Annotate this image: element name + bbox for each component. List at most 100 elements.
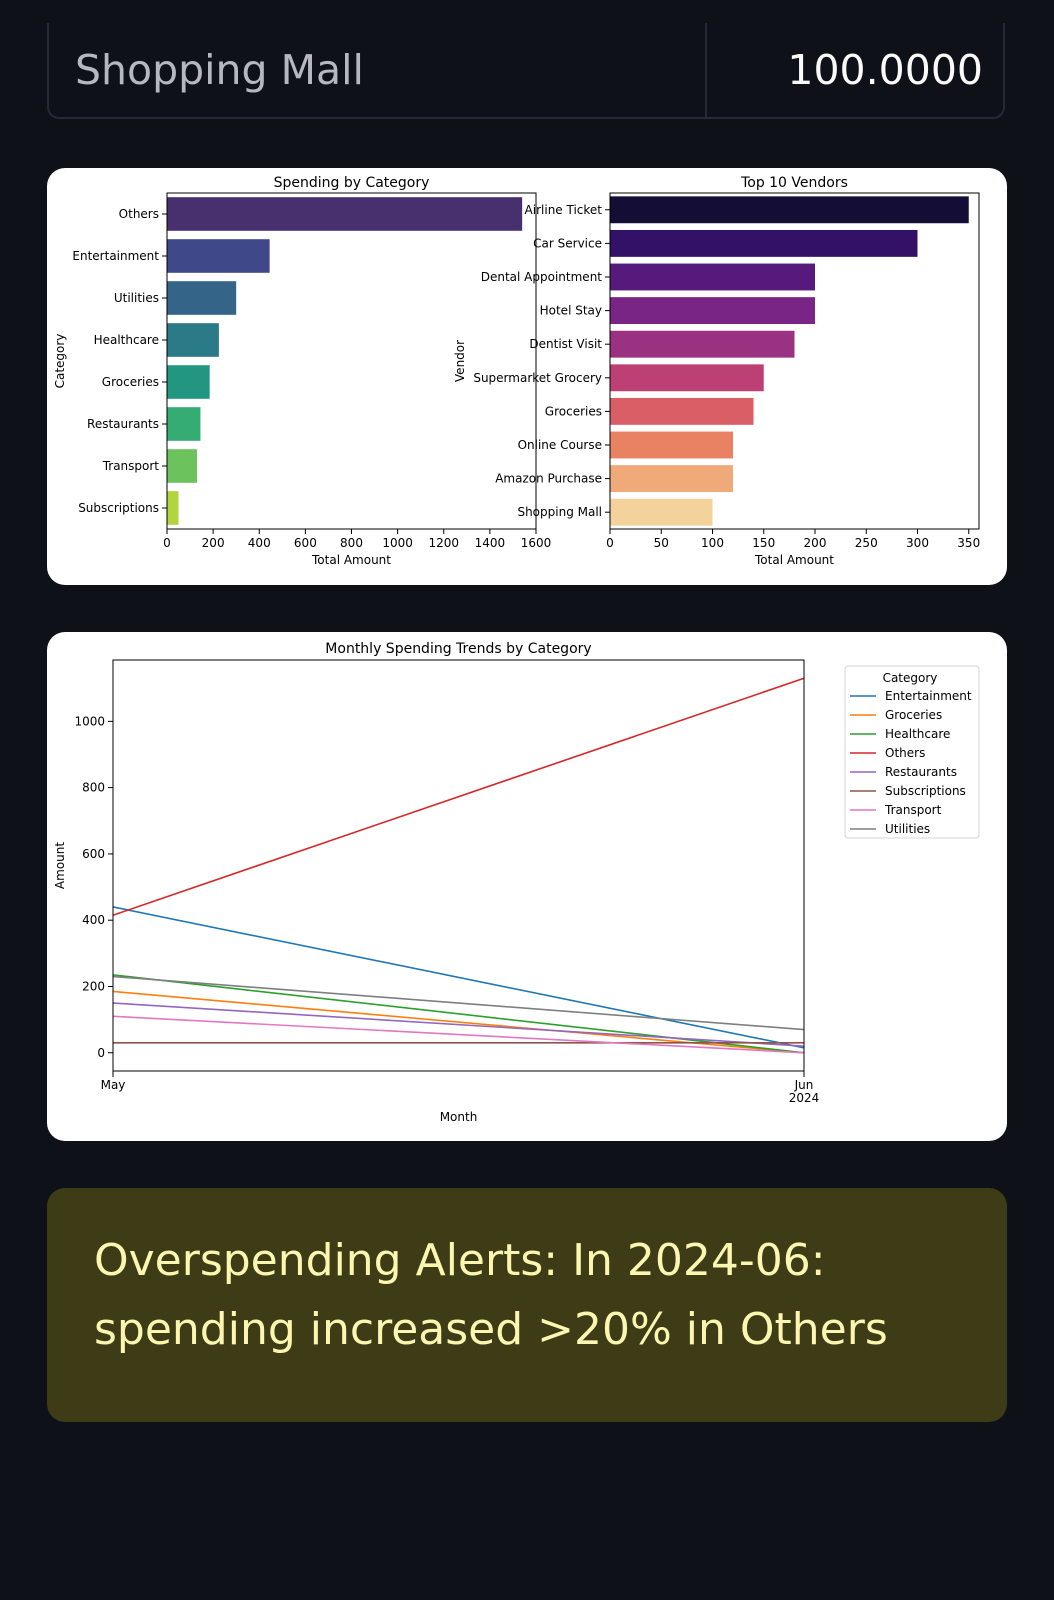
alert-text: Overspending Alerts: In 2024-06: spendin…	[94, 1235, 888, 1355]
vendor-cell: Shopping Mall	[49, 23, 707, 117]
trend-chart-card: 0 200 400 600 800 1000 May Jun 2024 Monthly Spend…	[47, 632, 1007, 1141]
legend-frame	[844, 665, 980, 839]
overspending-alert: Overspending Alerts: In 2024-06: spendin…	[47, 1188, 1007, 1422]
vendor-bar	[610, 465, 733, 493]
trend-legend: Category Entertainment Groceries Healthcare…	[844, 665, 980, 839]
category-bar	[167, 449, 197, 483]
category-ylabel: Category	[53, 334, 67, 389]
category-xtick-label: 1000	[382, 536, 413, 550]
vendor-title: Top 10 Vendors	[740, 175, 848, 191]
trend-title: Monthly Spending Trends by Category	[325, 641, 591, 657]
vendor-category-label: Car Service	[533, 236, 602, 250]
vendor-xtick-label: 0	[606, 536, 614, 550]
category-xtick-label: 600	[294, 536, 317, 550]
vendor-bar	[610, 431, 733, 459]
legend-entry: Restaurants	[885, 765, 957, 779]
category-xtick-label: 400	[248, 536, 271, 550]
legend-entry: Healthcare	[885, 727, 950, 741]
legend-entry: Utilities	[885, 822, 930, 836]
category-vendor-charts: Others Entertainment Utilities Healthcare Gr…	[53, 175, 980, 567]
category-bar	[167, 239, 270, 273]
vendor-category-label: Supermarket Grocery	[473, 371, 602, 385]
vendor-bar	[610, 397, 754, 425]
vendor-axes-frame	[609, 192, 980, 530]
vendor-bar	[610, 196, 969, 224]
legend-entry: Others	[885, 746, 925, 760]
vendor-bar	[610, 364, 764, 392]
category-category-label: Healthcare	[94, 333, 159, 347]
legend-entry: Transport	[884, 803, 942, 817]
trend-series-line	[112, 975, 805, 1031]
category-category-label: Utilities	[114, 291, 159, 305]
legend-title: Category	[883, 671, 938, 685]
vendor-xlabel: Total Amount	[754, 553, 834, 567]
vendor-table-row: Shopping Mall 100.0000	[47, 23, 1005, 119]
vendor-ylabel: Vendor	[453, 340, 467, 382]
amount-cell: 100.0000	[787, 46, 983, 94]
category-xtick-label: 200	[202, 536, 225, 550]
trend-axes-frame	[112, 659, 805, 1072]
legend-entry: Entertainment	[885, 689, 972, 703]
trend-ytick-label: 200	[82, 979, 105, 993]
vendor-xtick-label: 150	[752, 536, 775, 550]
vendor-category-label: Shopping Mall	[517, 505, 602, 519]
trend-xtick-label: May	[101, 1078, 126, 1092]
trend-series-line	[112, 1015, 805, 1054]
category-xlabel: Total Amount	[311, 553, 391, 567]
category-title: Spending by Category	[274, 175, 430, 191]
vendor-category-label: Airline Ticket	[525, 203, 603, 217]
vendor-category-label: Dentist Visit	[529, 337, 602, 351]
trend-xtick-label: Jun	[794, 1078, 814, 1092]
category-category-label: Restaurants	[87, 417, 159, 431]
vendor-xtick-label: 100	[701, 536, 724, 550]
trend-ytick-label: 0	[97, 1046, 105, 1060]
vendor-bar	[610, 229, 918, 257]
vendor-xtick-label: 200	[804, 536, 827, 550]
trend-ytick-label: 600	[82, 847, 105, 861]
category-category-label: Entertainment	[72, 249, 159, 263]
category-bar	[167, 407, 201, 441]
trend-ytick-label: 1000	[74, 714, 105, 728]
vendor-category-label: Dental Appointment	[481, 270, 603, 284]
vendor-bar	[610, 498, 713, 526]
vendor-bar	[610, 263, 815, 291]
vendor-bar	[610, 330, 795, 358]
category-category-label: Transport	[102, 459, 160, 473]
category-category-label: Groceries	[102, 375, 159, 389]
trend-series-line	[112, 974, 805, 1054]
vendor-xtick-label: 250	[855, 536, 878, 550]
trend-xlabel: Month	[440, 1110, 478, 1124]
vendor-category-label: Amazon Purchase	[495, 472, 602, 486]
vendor-xtick-label: 350	[957, 536, 980, 550]
category-bar	[167, 491, 179, 525]
trend-ytick-label: 400	[82, 913, 105, 927]
legend-entry: Subscriptions	[885, 784, 966, 798]
category-xtick-label: 1200	[428, 536, 459, 550]
category-bar	[167, 365, 210, 399]
category-axes-frame	[166, 192, 537, 530]
trend-year-label: 2024	[789, 1091, 820, 1105]
vendor-xtick-label: 50	[654, 536, 669, 550]
category-bar	[167, 197, 523, 231]
vendor-xtick-label: 300	[906, 536, 929, 550]
trend-series-line	[112, 906, 805, 1049]
category-bar	[167, 281, 237, 315]
vendor-category-label: Groceries	[545, 404, 602, 418]
vendor-category-label: Hotel Stay	[540, 304, 602, 318]
category-bar	[167, 323, 219, 357]
vendor-bar	[610, 297, 815, 325]
vendor-category-label: Online Course	[518, 438, 602, 452]
category-category-label: Others	[119, 207, 159, 221]
category-category-label: Subscriptions	[78, 501, 159, 515]
category-xtick-label: 1600	[521, 536, 552, 550]
trend-series-line	[112, 677, 805, 916]
category-xtick-label: 800	[340, 536, 363, 550]
legend-entry: Groceries	[885, 708, 942, 722]
trend-series-line	[112, 1002, 805, 1047]
category-vendor-chart-card: Others Entertainment Utilities Healthcare Gr…	[47, 168, 1007, 585]
trend-ylabel: Amount	[53, 842, 67, 889]
trend-ytick-label: 800	[82, 781, 105, 795]
category-xtick-label: 0	[163, 536, 171, 550]
category-xtick-label: 1400	[475, 536, 506, 550]
